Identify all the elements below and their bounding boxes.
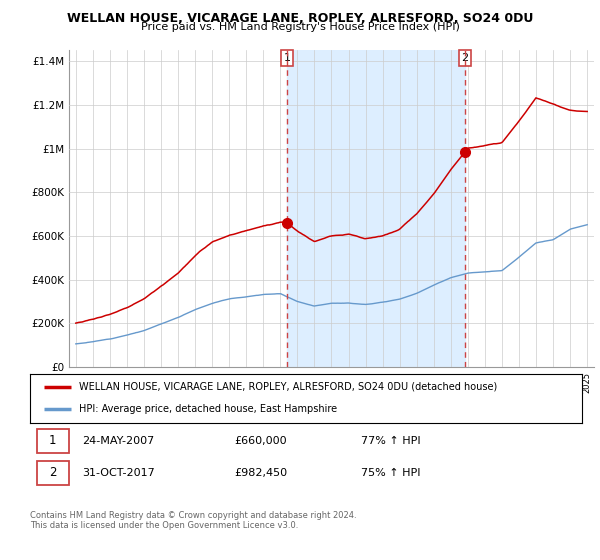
Text: £982,450: £982,450 [234,468,287,478]
Text: £660,000: £660,000 [234,436,287,446]
FancyBboxPatch shape [37,461,68,484]
Text: WELLAN HOUSE, VICARAGE LANE, ROPLEY, ALRESFORD, SO24 0DU (detached house): WELLAN HOUSE, VICARAGE LANE, ROPLEY, ALR… [79,382,497,392]
Text: WELLAN HOUSE, VICARAGE LANE, ROPLEY, ALRESFORD, SO24 0DU: WELLAN HOUSE, VICARAGE LANE, ROPLEY, ALR… [67,12,533,25]
Text: 77% ↑ HPI: 77% ↑ HPI [361,436,421,446]
Text: Price paid vs. HM Land Registry's House Price Index (HPI): Price paid vs. HM Land Registry's House … [140,22,460,32]
Text: Contains HM Land Registry data © Crown copyright and database right 2024.
This d: Contains HM Land Registry data © Crown c… [30,511,356,530]
Bar [287,50,465,367]
Text: 2: 2 [49,466,56,479]
Text: 31-OCT-2017: 31-OCT-2017 [82,468,155,478]
Text: HPI: Average price, detached house, East Hampshire: HPI: Average price, detached house, East… [79,404,337,414]
Text: 1: 1 [49,435,56,447]
Text: 24-MAY-2007: 24-MAY-2007 [82,436,155,446]
Text: 2: 2 [461,53,469,63]
Text: 75% ↑ HPI: 75% ↑ HPI [361,468,421,478]
FancyBboxPatch shape [37,430,68,452]
Text: 1: 1 [284,53,290,63]
